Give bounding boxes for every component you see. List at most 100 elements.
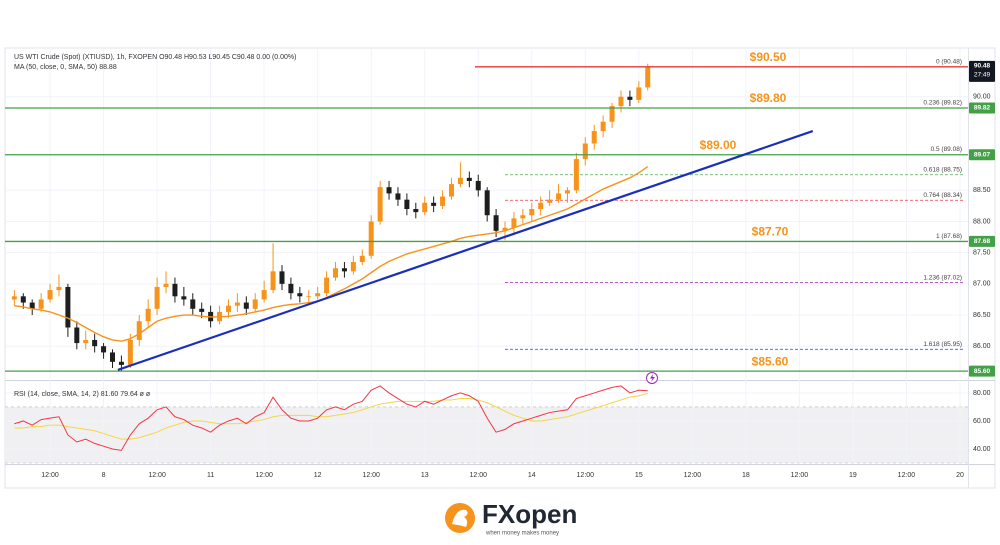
candle-body (136, 321, 142, 340)
x-tick-label: 11 (207, 472, 214, 479)
candle-body (172, 283, 178, 297)
candle-body (422, 202, 428, 213)
ma-label: MA (50, close, 0, SMA, 50) 88.88 (14, 64, 117, 71)
candle-body (154, 286, 160, 309)
candle-body (252, 299, 258, 309)
fib-label: 0.618 (88.75) (923, 166, 962, 173)
candle-body (395, 193, 401, 200)
candle-body (341, 268, 347, 272)
price-tag-label: 90.48 (974, 63, 991, 70)
candle-body (448, 184, 454, 197)
candle-body (457, 177, 463, 185)
rsi-tick-label: 40.00 (973, 446, 991, 453)
candle-body (564, 190, 570, 194)
level-label: $89.80 (750, 91, 787, 105)
candle-body (359, 255, 365, 263)
x-tick-label: 12:00 (898, 472, 916, 479)
candle-body (297, 293, 303, 297)
candle-body (279, 271, 285, 284)
x-tick-label: 12:00 (41, 472, 59, 479)
fib-label: 0.236 (89.82) (923, 100, 962, 107)
level-tag (969, 102, 995, 114)
fib-label: 1.618 (85.95) (923, 341, 962, 348)
candle-body (609, 106, 615, 122)
rsi-line (14, 385, 648, 451)
candle-body (306, 296, 312, 298)
level-label: $85.60 (752, 354, 789, 368)
candle-body (92, 339, 98, 347)
candle-body (556, 193, 562, 200)
candle-body (493, 215, 499, 231)
x-tick-label: 15 (635, 472, 643, 479)
candle-body (65, 286, 71, 328)
candle-body (109, 352, 115, 362)
x-tick-label: 13 (421, 472, 429, 479)
candle-body (350, 262, 356, 272)
logo-dragon (452, 509, 468, 527)
candle-body (466, 177, 472, 181)
x-tick-label: 12:00 (469, 472, 487, 479)
candle-body (386, 187, 392, 194)
level-label: $89.00 (700, 138, 737, 152)
y-tick-label: 86.50 (973, 312, 991, 319)
rsi-ma-line (14, 392, 648, 440)
candle-body (181, 296, 187, 300)
y-tick-label: 86.00 (973, 343, 991, 350)
candle-body (636, 87, 642, 100)
candle-body (582, 143, 588, 160)
candle-body (413, 209, 419, 213)
fib-label: 0 (90.48) (936, 59, 962, 66)
candle-body (234, 302, 240, 306)
x-tick-label: 12:00 (148, 472, 166, 479)
candle-body (431, 202, 437, 206)
logo: FXopen when money makes money (445, 499, 577, 537)
candle-body (591, 131, 597, 144)
candle-body (56, 286, 62, 291)
candle-body (502, 227, 508, 231)
x-tick-label: 20 (956, 472, 964, 479)
level-label: $87.70 (752, 225, 789, 239)
logo-tagline: when money makes money (485, 531, 559, 537)
event-bolt (650, 374, 655, 382)
fib-label: 1 (87.68) (936, 233, 962, 240)
x-tick-label: 12:00 (684, 472, 702, 479)
candle-body (520, 215, 526, 219)
candle-body (288, 283, 294, 294)
candle-body (261, 290, 267, 300)
y-tick-label: 87.50 (973, 250, 991, 257)
x-tick-label: 12:00 (577, 472, 595, 479)
candle-body (47, 290, 53, 300)
candle-body (404, 199, 410, 210)
y-tick-label: 88.50 (973, 187, 991, 194)
x-tick-label: 18 (742, 472, 750, 479)
candle-body (163, 283, 169, 287)
fib-label: 0.764 (88.34) (923, 192, 962, 199)
y-tick-label: 90.00 (973, 94, 991, 101)
frame (4, 47, 996, 489)
level-tag (969, 235, 995, 247)
candle-body (333, 268, 339, 278)
candle-body (324, 277, 330, 294)
candle-body (127, 339, 133, 365)
candle-body (538, 202, 544, 210)
level-tag (969, 365, 995, 377)
overlay: 0 (90.48) 0.236 (89.82) 0.5 (89.08) 0.618 (… (5, 50, 968, 372)
fib-label: 1.236 (87.02) (923, 274, 962, 281)
candle-body (225, 305, 231, 312)
x-tick-label: 12:00 (362, 472, 380, 479)
candle-body (618, 96, 624, 107)
level-tag-label: 87.68 (974, 238, 991, 245)
candle-body (190, 299, 196, 309)
rsi-tick-label: 60.00 (973, 418, 991, 425)
candle-body (145, 308, 151, 322)
candle-body (118, 361, 124, 365)
candle-body (627, 96, 633, 100)
level-label: $90.50 (750, 50, 787, 64)
x-tick-label: 12:00 (791, 472, 809, 479)
fib-label: 0.5 (89.08) (931, 146, 962, 153)
x-tick-label: 12 (314, 472, 322, 479)
chart-title: US WTI Crude (Spot) (XTIUSD), 1h, FXOPEN… (14, 54, 296, 61)
x-tick-label: 19 (849, 472, 857, 479)
candle-body (645, 66, 651, 88)
